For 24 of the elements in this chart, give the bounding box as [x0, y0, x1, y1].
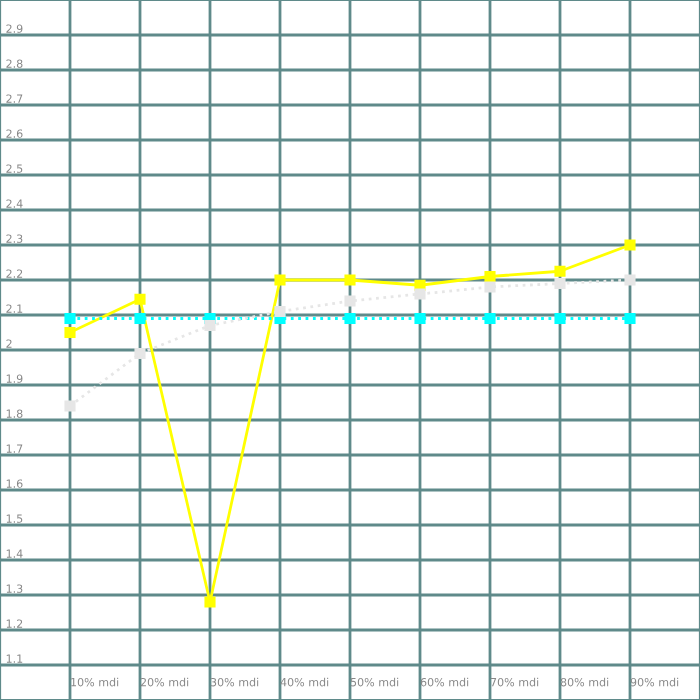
- point: [414, 312, 426, 325]
- point: [204, 319, 216, 332]
- point: [134, 347, 146, 360]
- point: [204, 596, 216, 608]
- point: [624, 312, 636, 325]
- point: [64, 326, 76, 339]
- point: [344, 312, 356, 325]
- point: [414, 288, 426, 300]
- point: [134, 312, 146, 325]
- point: [344, 295, 356, 307]
- point: [484, 270, 496, 283]
- point: [134, 293, 146, 305]
- point: [624, 239, 636, 251]
- point: [64, 312, 76, 325]
- point: [554, 265, 566, 277]
- point: [484, 312, 496, 325]
- point: [274, 305, 286, 318]
- point: [64, 400, 76, 412]
- point: [624, 274, 636, 286]
- point: [554, 312, 566, 325]
- point: [344, 274, 356, 286]
- point: [274, 274, 286, 286]
- point: [484, 281, 496, 293]
- point: [554, 277, 566, 290]
